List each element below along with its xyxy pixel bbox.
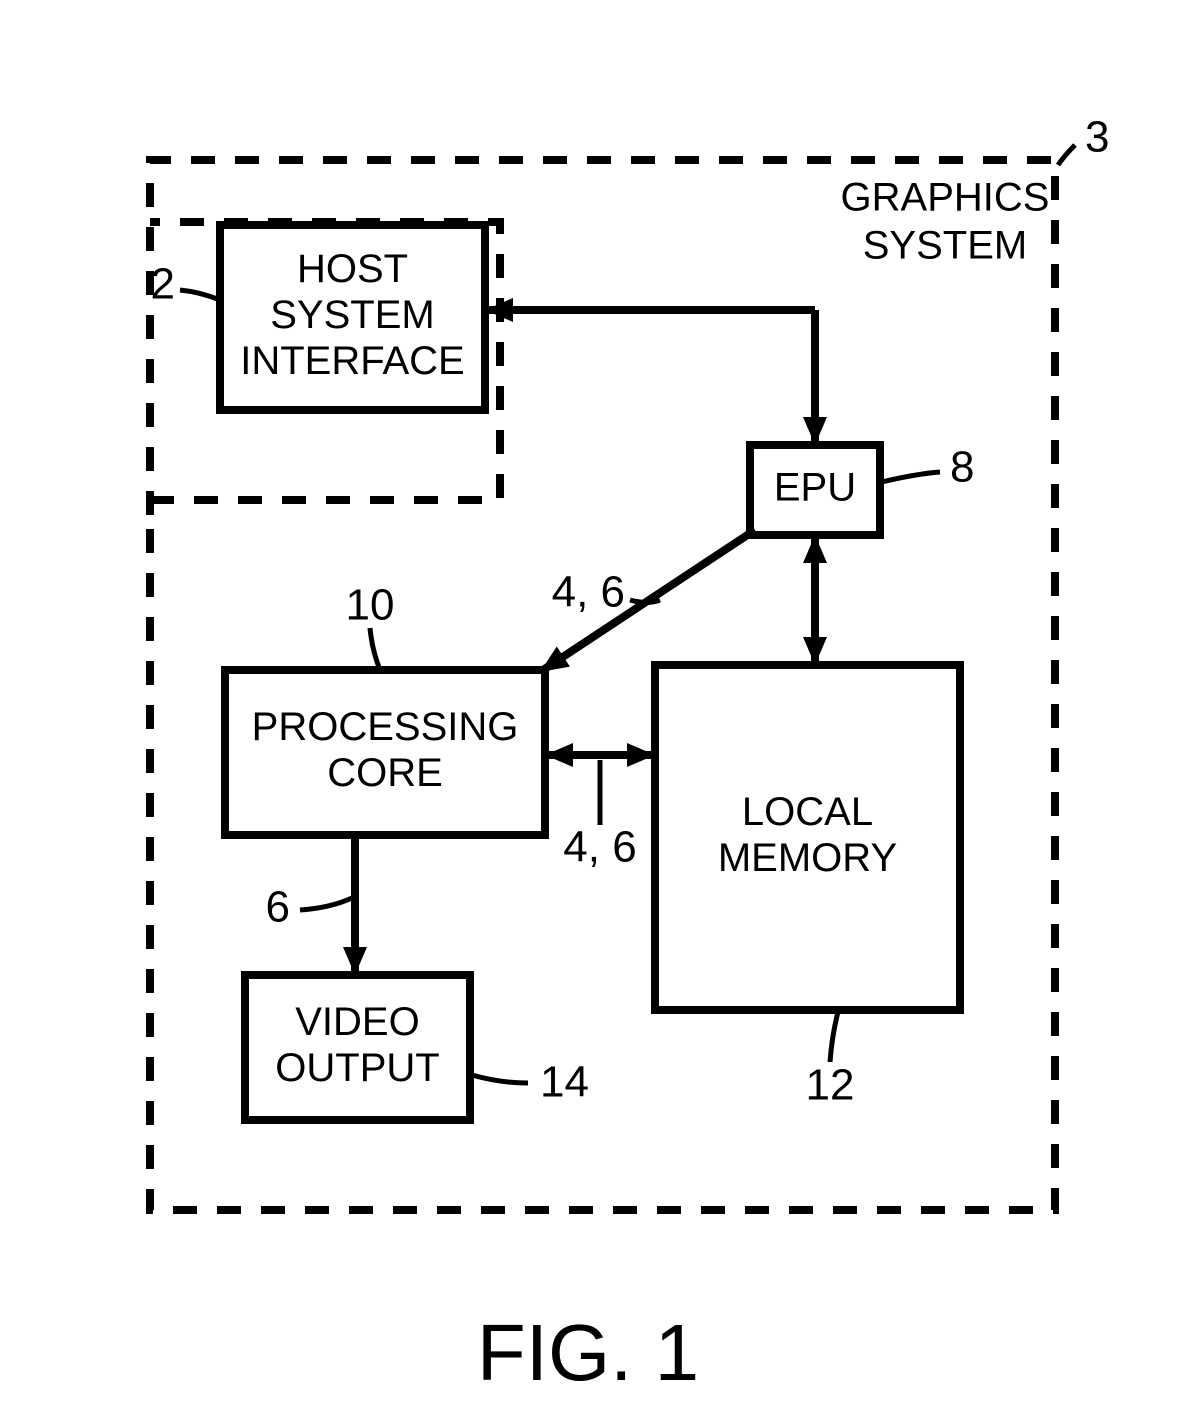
graphics-system-label-2: SYSTEM	[863, 224, 1027, 268]
ref-14: 14	[540, 1058, 589, 1107]
ref-12-leader	[830, 1012, 838, 1062]
block-video-label-1: OUTPUT	[275, 1046, 439, 1090]
ref-10: 10	[346, 581, 395, 630]
ref-8-leader	[882, 472, 940, 482]
ref-46a: 4, 6	[552, 568, 625, 617]
figure-caption: FIG. 1	[477, 1308, 699, 1397]
ref-46b: 4, 6	[563, 823, 636, 872]
ref-6: 6	[266, 883, 290, 932]
block-mem-label-1: MEMORY	[718, 836, 897, 880]
ref-2: 2	[151, 260, 175, 309]
ref-3: 3	[1085, 113, 1109, 162]
block-core-label-0: PROCESSING	[252, 705, 519, 749]
ref-8: 8	[950, 443, 974, 492]
ref-10-leader	[370, 628, 380, 670]
block-epu-label-0: EPU	[774, 466, 856, 510]
graphics-system-label-1: GRAPHICS	[841, 176, 1050, 220]
block-core-label-1: CORE	[327, 751, 443, 795]
block-host-label-2: INTERFACE	[240, 339, 464, 383]
block-host-label-1: SYSTEM	[270, 293, 434, 337]
ref-3-leader	[1058, 145, 1075, 165]
ref-6-leader	[300, 898, 352, 910]
block-mem-label-0: LOCAL	[742, 790, 873, 834]
block-host-label-0: HOST	[297, 247, 408, 291]
ref-46a-leader	[630, 600, 660, 603]
ref-14-leader	[472, 1075, 528, 1083]
ref-12: 12	[806, 1061, 855, 1110]
block-video-label-0: VIDEO	[295, 1000, 419, 1044]
ref-2-leader	[180, 290, 220, 300]
